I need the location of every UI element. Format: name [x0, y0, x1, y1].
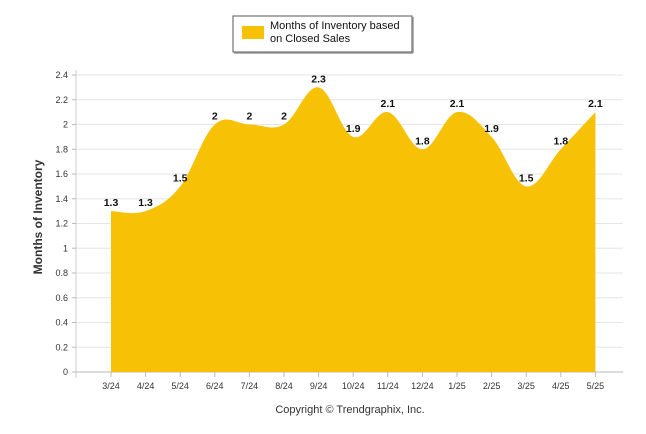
y-tick-label: 1.4 — [55, 194, 68, 204]
y-tick-label: 1.6 — [55, 169, 68, 179]
series-area-fill — [111, 87, 596, 373]
x-tick-label: 5/24 — [171, 381, 189, 391]
data-label: 1.8 — [415, 135, 430, 147]
y-tick-label: 2.2 — [55, 95, 68, 105]
y-tick-label: 0.4 — [55, 318, 68, 328]
x-tick-label: 3/25 — [517, 381, 535, 391]
data-label: 2 — [281, 111, 287, 123]
legend-swatch — [242, 26, 264, 39]
data-label: 2.1 — [380, 98, 395, 110]
y-tick-label: 2.4 — [55, 70, 68, 80]
data-label: 1.3 — [138, 197, 153, 209]
x-tick-label: 2/25 — [483, 381, 501, 391]
x-tick-label: 12/24 — [411, 381, 434, 391]
y-tick-label: 2 — [63, 120, 68, 130]
data-label: 1.9 — [346, 123, 361, 135]
y-tick-label: 0 — [63, 367, 68, 377]
data-labels: 1.3 1.3 1.5 2 2 2 2.3 1.9 2.1 1.8 2.1 1.9 1.5 1.8 2.1 — [104, 73, 603, 209]
x-tick-label: 11/24 — [377, 381, 399, 391]
x-tick-label: 8/24 — [275, 381, 293, 391]
data-label: 1.3 — [104, 197, 119, 209]
data-label: 2.1 — [588, 98, 603, 110]
legend-label-line-2: on Closed Sales — [270, 33, 351, 45]
y-tick-label: 1.2 — [55, 219, 68, 229]
data-label: 1.8 — [553, 135, 568, 147]
x-tick-label: 3/24 — [102, 381, 120, 391]
x-tick-labels: 3/24 4/24 5/24 6/24 7/24 8/24 9/24 10/24 11/24 12… — [102, 372, 604, 391]
y-axis-label: Months of Inventory — [31, 159, 45, 274]
x-tick-label: 5/25 — [587, 381, 605, 391]
x-tick-label: 4/25 — [552, 381, 570, 391]
data-label: 1.9 — [484, 123, 499, 135]
series-area — [111, 87, 596, 373]
data-label: 1.5 — [519, 172, 534, 184]
y-tick-label: 0.2 — [55, 342, 68, 352]
x-tick-label: 6/24 — [206, 381, 224, 391]
x-tick-label: 4/24 — [137, 381, 155, 391]
legend-label-line-1: Months of Inventory based — [270, 20, 400, 32]
y-tick-label: 0.6 — [55, 293, 68, 303]
x-tick-label: 10/24 — [342, 381, 365, 391]
data-label: 2 — [246, 111, 252, 123]
data-label: 2 — [212, 111, 218, 123]
data-label: 2.3 — [311, 73, 326, 85]
x-tick-label: 9/24 — [310, 381, 328, 391]
x-tick-label: 7/24 — [241, 381, 259, 391]
x-tick-label: 1/25 — [448, 381, 466, 391]
y-tick-label: 1.8 — [55, 144, 68, 154]
y-tick-label: 0.8 — [55, 268, 68, 278]
legend: Months of Inventory based on Closed Sale… — [232, 15, 414, 54]
data-label: 1.5 — [173, 172, 188, 184]
y-tick-label: 1 — [63, 243, 68, 253]
copyright-footer: Copyright © Trendgraphix, Inc. — [275, 404, 424, 416]
data-label: 2.1 — [450, 98, 465, 110]
y-tick-labels: 0 0.2 0.4 0.6 0.8 1 1.2 1.4 1.6 1.8 2 2.2 2.4 — [55, 70, 68, 377]
